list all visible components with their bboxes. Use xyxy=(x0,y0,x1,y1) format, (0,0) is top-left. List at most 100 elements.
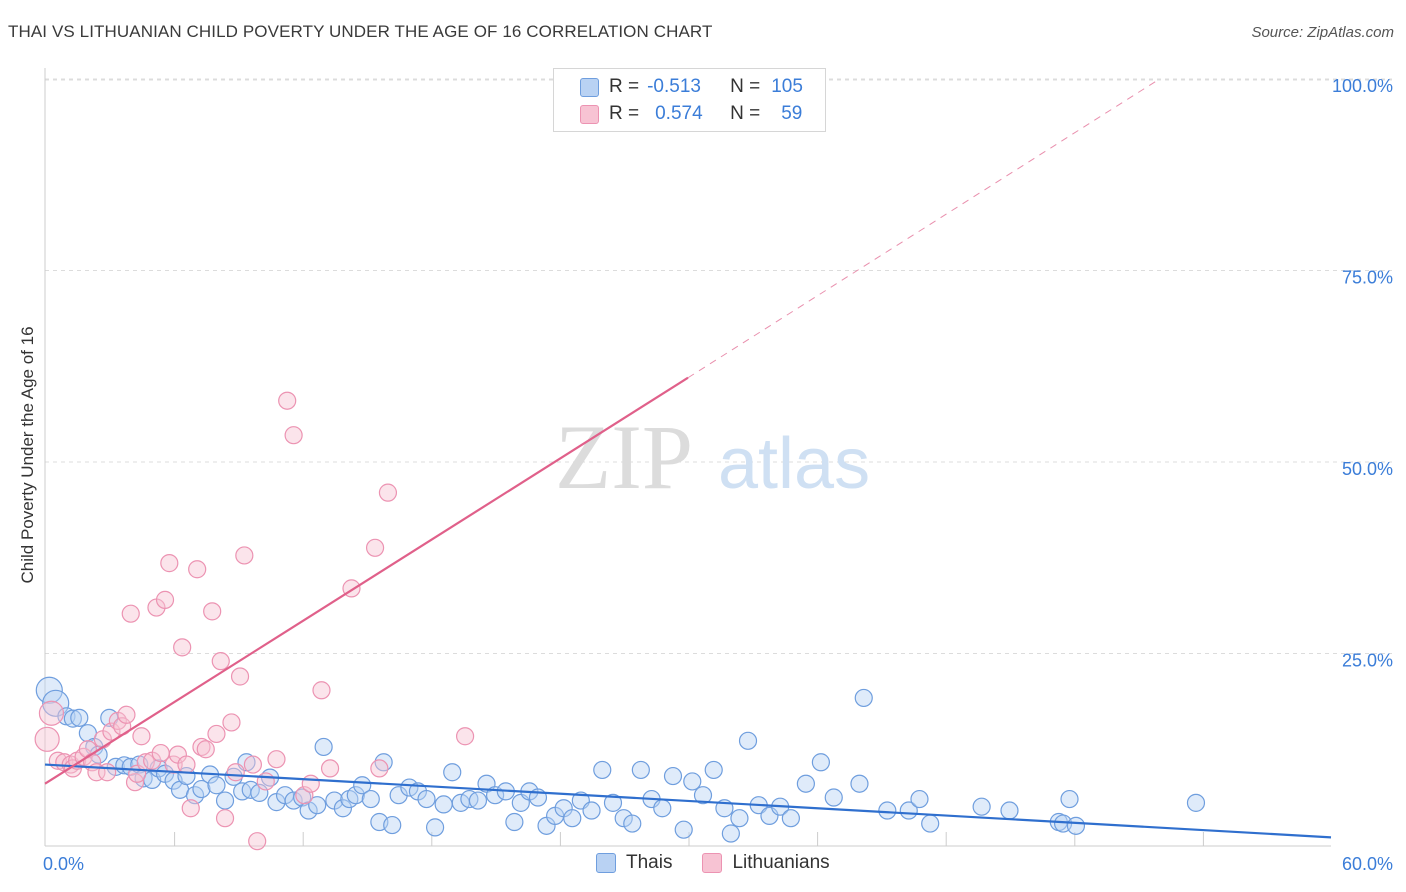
r-label: R = xyxy=(609,103,640,124)
lithuanian-point xyxy=(235,546,254,565)
lithuanian-point xyxy=(207,724,226,744)
n-value: 105 xyxy=(771,76,803,97)
r-value: 0.574 xyxy=(655,103,703,124)
legend-item-thais: Thais xyxy=(596,852,672,874)
lithuanian-point xyxy=(267,750,286,769)
thai-point xyxy=(603,793,623,812)
thai-point xyxy=(250,783,269,803)
chart-title: THAI VS LITHUANIAN CHILD POVERTY UNDER T… xyxy=(8,22,713,41)
r-label: R = xyxy=(609,76,640,97)
thai-point xyxy=(383,815,402,835)
thai-point xyxy=(730,809,749,828)
lithuanian-point xyxy=(278,391,297,410)
thai-point xyxy=(796,774,815,793)
thai-point xyxy=(35,676,63,704)
thai-point xyxy=(631,760,650,780)
lithuanian-point xyxy=(222,713,241,732)
thai-point xyxy=(683,772,702,791)
thai-point xyxy=(1060,789,1079,809)
thai-point xyxy=(972,797,991,816)
thai-point xyxy=(207,776,226,795)
series-legend: Thais Lithuanians xyxy=(596,852,860,874)
thai-point xyxy=(63,709,82,728)
thai-point xyxy=(623,814,642,833)
thai-point xyxy=(781,809,800,828)
thai-point xyxy=(854,688,873,708)
thai-point xyxy=(563,809,582,828)
correlation-legend: R = -0.513 N = 105 R = 0.574 N = 59 xyxy=(553,68,826,132)
thais-swatch xyxy=(580,77,599,97)
thais-points xyxy=(35,676,1206,843)
lithuanian-point xyxy=(370,759,389,778)
thais-label: Thais xyxy=(626,852,673,873)
lithuanian-point xyxy=(243,755,263,774)
thai-point xyxy=(593,760,612,780)
thai-point xyxy=(353,776,372,795)
lithuanian-point xyxy=(284,426,303,445)
lithuanian-point xyxy=(121,604,140,623)
lithuanian-point xyxy=(164,755,183,774)
legend-item-lithuanians: Lithuanians xyxy=(702,852,830,874)
lithuanian-point xyxy=(173,638,192,657)
x-tick-label-min: 0.0% xyxy=(43,854,84,874)
lithuanian-point xyxy=(181,799,200,818)
thai-point xyxy=(824,788,843,807)
lithuanian-point xyxy=(196,740,215,759)
thai-point xyxy=(314,737,333,757)
thai-point xyxy=(434,795,453,814)
lithuanian-point xyxy=(211,652,230,671)
thai-point xyxy=(614,809,633,828)
trend-lines xyxy=(44,78,1332,839)
thai-point xyxy=(42,689,70,717)
thai-point xyxy=(333,799,353,818)
legend-row-lithuanians: R = 0.574 N = 59 xyxy=(554,100,802,128)
thai-point xyxy=(921,814,940,833)
y-tick-label: 100.0% xyxy=(1332,76,1393,96)
thais-trend-line xyxy=(44,763,1332,839)
axes xyxy=(44,68,1331,847)
thai-point xyxy=(721,824,740,843)
lithuanian-point xyxy=(320,759,340,778)
lithuanian-point xyxy=(34,726,60,752)
lithuanians-trend-extension xyxy=(687,78,1160,379)
watermark-atlas: atlas xyxy=(718,424,870,504)
thai-point xyxy=(653,799,672,818)
thai-point xyxy=(505,812,524,832)
watermark-zip: ZIP xyxy=(555,406,693,508)
source-attribution: Source: ZipAtlas.com xyxy=(1251,24,1394,41)
thai-point xyxy=(308,796,327,815)
lithuanian-point xyxy=(312,681,331,700)
y-tick-label: 25.0% xyxy=(1342,651,1393,671)
lithuanians-label: Lithuanians xyxy=(732,852,830,873)
thai-point xyxy=(70,708,89,727)
lithuanian-point xyxy=(98,763,117,782)
lithuanians-trend-line xyxy=(44,376,689,785)
thai-point xyxy=(215,791,235,810)
thai-point xyxy=(582,801,601,820)
n-label: N = xyxy=(730,103,761,124)
lithuanian-point xyxy=(117,705,136,724)
y-tick-label: 50.0% xyxy=(1342,459,1393,479)
lithuanian-point xyxy=(132,727,151,746)
thai-point xyxy=(1066,816,1086,835)
thai-point xyxy=(361,789,380,809)
thai-point xyxy=(1000,801,1019,820)
thai-point xyxy=(811,753,830,772)
legend-row-thais: R = -0.513 N = 105 xyxy=(554,73,803,101)
lithuanian-point xyxy=(455,727,475,746)
thai-point xyxy=(663,766,683,786)
thai-point xyxy=(443,763,462,782)
lithuanian-point xyxy=(102,722,121,741)
tick-labels: 25.0% 50.0% 75.0% 100.0% 0.0% 60.0% xyxy=(43,76,1393,874)
thai-point xyxy=(346,786,365,805)
r-value: -0.513 xyxy=(647,76,701,97)
lithuanian-point xyxy=(155,590,175,609)
lithuanian-point xyxy=(230,667,250,686)
thais-swatch xyxy=(596,853,616,873)
lithuanian-point xyxy=(160,554,179,573)
thai-point xyxy=(468,791,488,810)
lithuanian-point xyxy=(203,602,222,621)
n-label: N = xyxy=(730,76,761,97)
lithuanians-swatch xyxy=(702,853,723,873)
